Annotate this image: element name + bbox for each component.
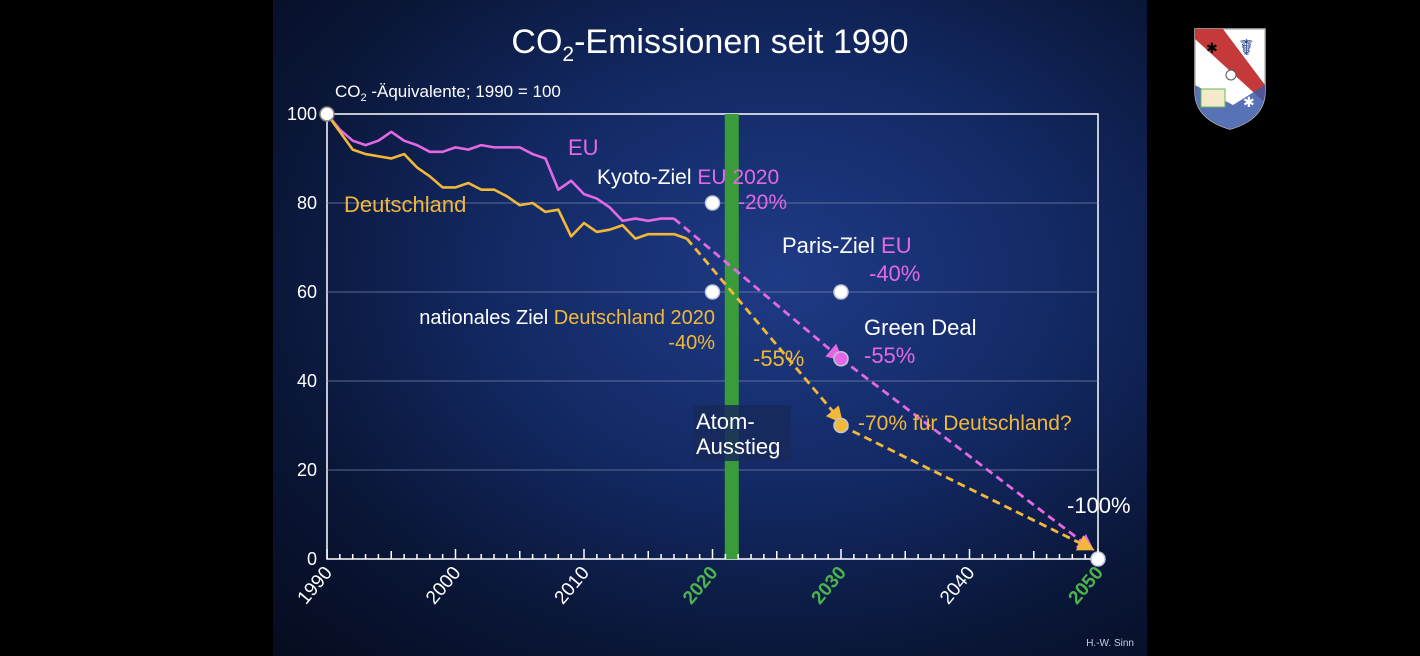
paris-value: -40% — [869, 261, 920, 286]
x-tick-label: 2000 — [422, 563, 465, 609]
kyoto-label-text: Kyoto-Ziel — [597, 166, 692, 189]
rose-icon — [1225, 69, 1237, 81]
y-tick-label: 40 — [297, 371, 317, 391]
national-target-label: nationales Ziel Deutschland 2020 — [419, 307, 715, 329]
series-line-eu — [325, 113, 674, 223]
atom-label-line2: Ausstieg — [696, 434, 780, 459]
target-point-4 — [833, 417, 849, 434]
atom-label-line1: Atom- — [696, 409, 755, 434]
start-point-1990 — [319, 106, 335, 122]
target-100-label: -100% — [1067, 493, 1131, 518]
kyoto-label: Kyoto-Ziel EU 2020 — [597, 166, 779, 189]
target-point-0 — [704, 195, 721, 211]
credit-text: H.-W. Sinn — [1086, 638, 1134, 649]
star-icon-lower: ✱ — [1243, 95, 1255, 111]
series-line-deutschland — [325, 113, 688, 240]
y-axis-label: CO2 -Äquivalente; 1990 = 100 — [335, 82, 561, 104]
x-tick-label: 2010 — [551, 563, 594, 609]
legend-eu: EU — [568, 135, 599, 160]
legend-deutschland: Deutschland — [344, 192, 466, 217]
x-tick-label: 2020 — [679, 563, 722, 609]
y-tick-label: 20 — [297, 460, 317, 480]
y-tick-label: 100 — [287, 104, 317, 124]
star-icon: ✱ — [1206, 41, 1218, 57]
projection-arrow-2 — [685, 237, 844, 424]
paris-label-region: EU — [881, 233, 912, 258]
y-tick-label: 60 — [297, 282, 317, 302]
national-target-region: Deutschland 2020 — [554, 307, 715, 329]
green-deal-value: -55% — [864, 343, 915, 368]
series-layer — [325, 113, 688, 240]
presentation-slide: 0 20 40 60 80 100 1990 2000 2010 2020 2030 2040 2050… — [273, 0, 1147, 656]
ylabel-co: CO — [335, 82, 361, 101]
chart-title: CO2-Emissionen seit 1990 — [511, 23, 908, 66]
kyoto-label-year: 2020 — [732, 166, 779, 189]
target-points-layer — [319, 106, 1106, 567]
caduceus-icon: ☤ — [1239, 36, 1254, 61]
y-tick-label: 0 — [307, 549, 317, 569]
x-tick-label: 2050 — [1065, 563, 1108, 609]
title-sub-2: 2 — [562, 43, 574, 66]
projection-arrow-1 — [840, 357, 1095, 551]
projection-arrows-layer — [673, 217, 1095, 551]
x-tick-label: 2030 — [808, 563, 851, 609]
atom-label-backdrop — [693, 405, 791, 461]
ylabel-sub-2: 2 — [361, 92, 367, 104]
paris-label-text: Paris-Ziel — [782, 233, 875, 258]
y-tick-label: 80 — [297, 193, 317, 213]
projection-arrow-3 — [840, 424, 1095, 551]
kyoto-label-region: EU — [697, 166, 726, 189]
x-tick-label: 2040 — [936, 563, 979, 609]
germany-path-label: -55% — [753, 346, 804, 371]
national-target-text: nationales Ziel — [419, 307, 548, 329]
ylabel-rest: -Äquivalente; 1990 = 100 — [367, 82, 561, 101]
book-icon — [1200, 88, 1226, 108]
germany-70-label: -70% für Deutschland? — [858, 412, 1072, 435]
title-rest: -Emissionen seit 1990 — [574, 23, 909, 61]
target-point-2 — [704, 284, 721, 300]
target-point-1 — [833, 284, 849, 300]
green-deal-label: Green Deal — [864, 315, 977, 340]
kyoto-value: -20% — [738, 191, 787, 214]
paris-label: Paris-Ziel EU — [782, 233, 912, 258]
x-tick-label: 1990 — [294, 563, 337, 609]
university-crest-logo: ✱ ✱ ☤ — [1194, 28, 1266, 130]
projection-arrow-0 — [673, 217, 844, 361]
target-point-3 — [833, 351, 849, 367]
national-target-value: -40% — [668, 332, 715, 354]
title-co: CO — [511, 23, 562, 61]
